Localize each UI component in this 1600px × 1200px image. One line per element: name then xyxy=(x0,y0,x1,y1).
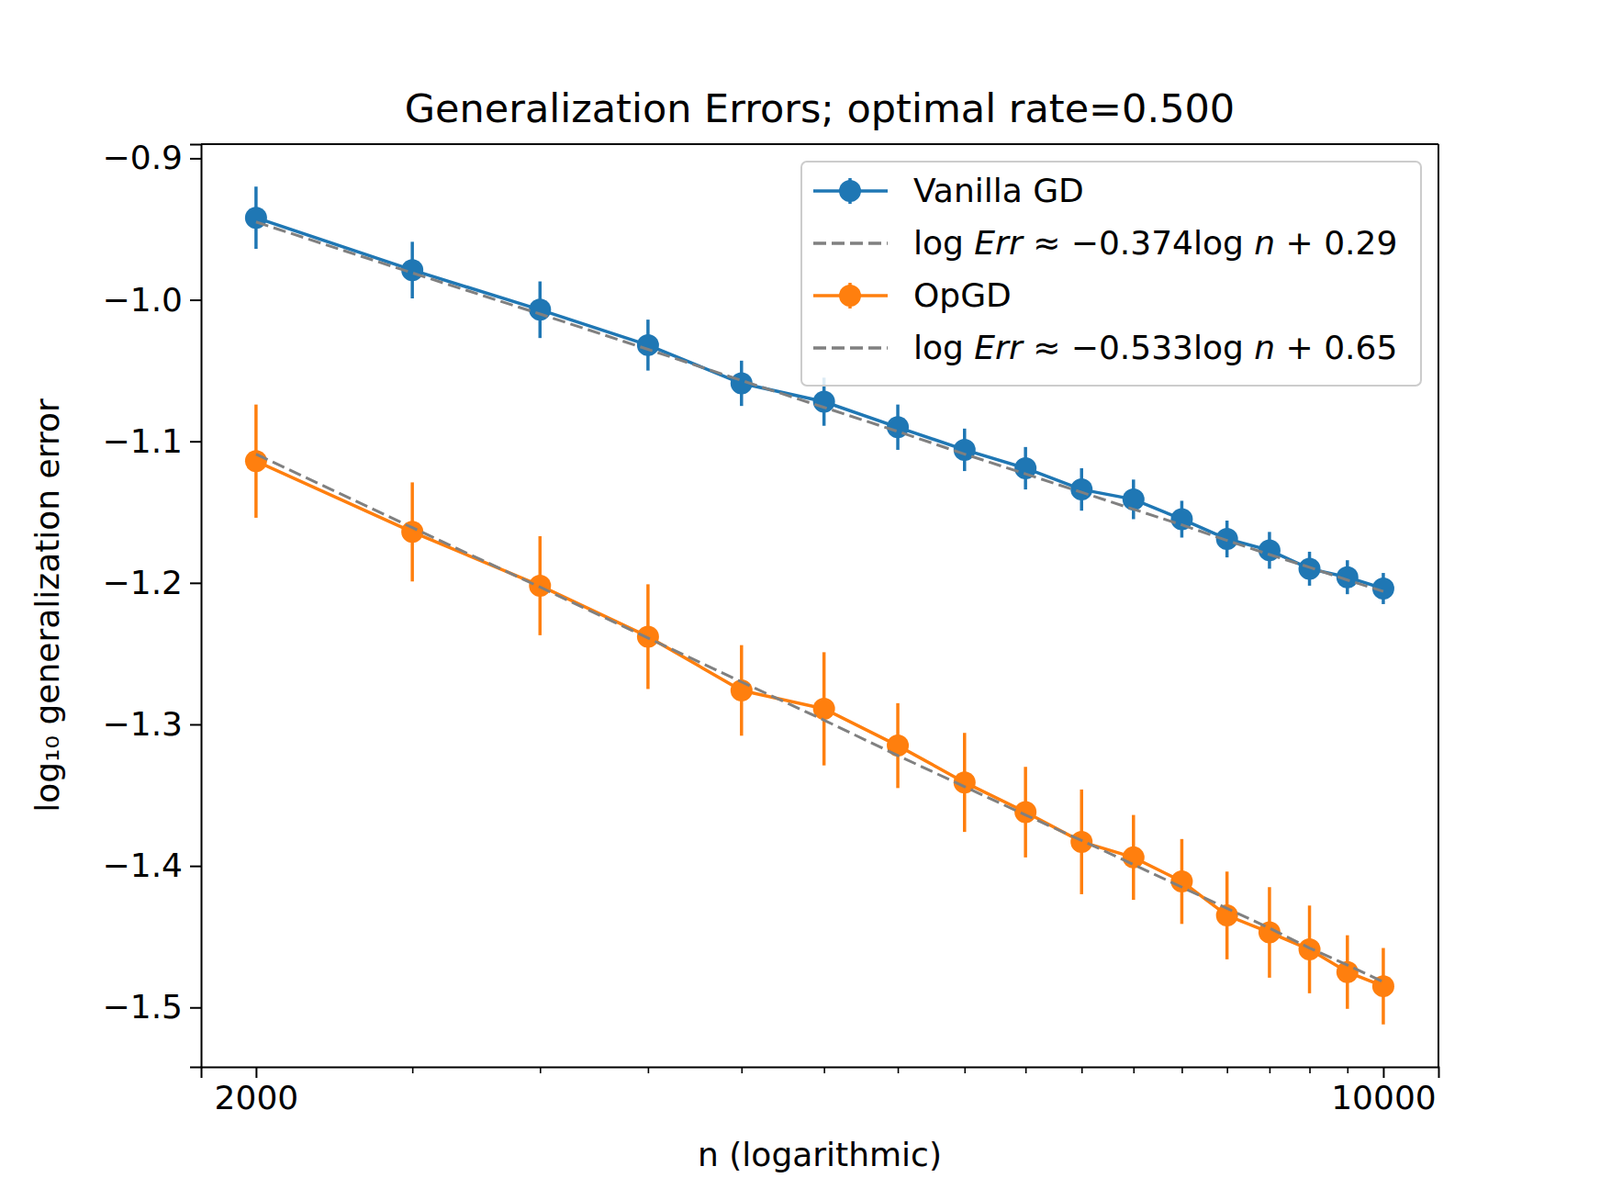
minor-tick-mark xyxy=(412,1066,414,1074)
tick-mark xyxy=(190,581,202,584)
minor-tick-mark xyxy=(1025,1066,1028,1074)
tick xyxy=(741,1066,743,1074)
legend-marker xyxy=(839,179,862,202)
series-line xyxy=(256,454,1384,983)
marker xyxy=(1122,488,1145,511)
tick xyxy=(897,1066,899,1074)
legend-marker xyxy=(839,284,862,307)
legend-label: log Err ≈ −0.374log n + 0.29 xyxy=(913,223,1398,262)
minor-tick-mark xyxy=(648,1066,650,1074)
minor-tick-mark xyxy=(539,1066,542,1074)
tick: −0.9 xyxy=(102,138,202,177)
marker xyxy=(401,520,424,543)
tick xyxy=(1181,1066,1183,1074)
legend-line xyxy=(813,241,888,246)
axis-line xyxy=(201,1067,1440,1079)
series xyxy=(245,404,1395,1025)
tick xyxy=(539,1066,541,1074)
frame-right xyxy=(1437,144,1440,1067)
x-axis-title: n (logarithmic) xyxy=(697,1135,942,1174)
tick xyxy=(1269,1066,1271,1074)
tick-mark xyxy=(1382,1066,1385,1078)
tick xyxy=(824,1066,826,1074)
minor-tick-mark xyxy=(1309,1066,1311,1074)
tick xyxy=(1081,1066,1083,1074)
legend-label: log Err ≈ −0.533log n + 0.65 xyxy=(913,328,1398,367)
tick-label: −1.4 xyxy=(102,846,183,884)
minor-tick-mark xyxy=(1181,1066,1184,1074)
legend-entry: log Err ≈ −0.374log n + 0.29 xyxy=(813,223,1398,262)
tick-label: −1.3 xyxy=(102,704,183,743)
tick: −1.2 xyxy=(102,563,202,602)
y-axis: −0.9 −1.0 −1.1 −1.2 −1.3 −1.4 −1.5 xyxy=(102,138,202,1067)
x-minor-axis xyxy=(413,1066,1349,1074)
tick-mark xyxy=(190,865,202,868)
tick: −1.0 xyxy=(102,280,202,319)
tick: −1.4 xyxy=(102,846,202,884)
tick xyxy=(1309,1066,1311,1074)
legend: Vanilla GD log Err ≈ −0.374log n + 0.29 Op… xyxy=(801,161,1421,386)
tick xyxy=(1025,1066,1027,1074)
y-axis-title: log₁₀ generalization error xyxy=(28,398,67,813)
minor-tick-mark xyxy=(1346,1066,1349,1074)
minor-tick-mark xyxy=(963,1066,966,1074)
tick-mark xyxy=(190,723,202,726)
tick-mark xyxy=(190,440,202,443)
axis-line xyxy=(190,145,202,1068)
tick xyxy=(964,1066,966,1074)
legend-label: OpGD xyxy=(913,276,1012,314)
tick: 10000 xyxy=(1331,1066,1437,1117)
x-axis: 2000 10000 xyxy=(201,1066,1440,1117)
tick-mark xyxy=(190,157,202,160)
series xyxy=(256,454,1384,983)
legend-entry: Vanilla GD xyxy=(813,171,1085,210)
tick: −1.5 xyxy=(102,987,202,1026)
minor-tick-mark xyxy=(1226,1066,1229,1074)
chart: 2000 10000 −0.9 −1.0 −1.1 −1.2 −1.3 −1.4 −1.5 Gen… xyxy=(0,0,1600,1200)
title: Generalization Errors; optimal rate=0.50… xyxy=(404,85,1235,132)
minor-tick-mark xyxy=(823,1066,826,1074)
marker xyxy=(1070,478,1093,501)
marker xyxy=(637,334,660,357)
tick-label: −1.2 xyxy=(102,563,183,602)
minor-tick-mark xyxy=(740,1066,743,1074)
tick xyxy=(648,1066,649,1074)
tick xyxy=(1133,1066,1135,1074)
marker xyxy=(1014,801,1037,824)
minor-tick-mark xyxy=(897,1066,900,1074)
tick xyxy=(1347,1066,1349,1074)
frame-top xyxy=(201,143,1439,146)
marker xyxy=(1170,870,1193,893)
legend-entry: OpGD xyxy=(813,276,1012,314)
tick-mark xyxy=(190,1006,202,1009)
tick: −1.3 xyxy=(102,704,202,743)
minor-tick-mark xyxy=(1132,1066,1135,1074)
legend-box xyxy=(801,161,1421,386)
series-line xyxy=(256,460,1384,986)
tick xyxy=(412,1066,414,1074)
tick-mark xyxy=(190,299,202,302)
tick-mark xyxy=(255,1066,258,1078)
marker xyxy=(813,391,836,414)
marker xyxy=(245,449,268,472)
marker xyxy=(528,298,551,321)
marker xyxy=(1122,846,1145,869)
tick-label: −0.9 xyxy=(102,138,183,177)
tick-label: −1.1 xyxy=(102,422,183,460)
legend-entry: log Err ≈ −0.533log n + 0.65 xyxy=(813,328,1398,367)
tick: −1.1 xyxy=(102,422,202,460)
minor-tick-mark xyxy=(1081,1066,1084,1074)
tick-label: −1.0 xyxy=(102,280,183,319)
tick-label: 2000 xyxy=(214,1078,300,1117)
tick-label: −1.5 xyxy=(102,987,183,1026)
tick: 2000 xyxy=(214,1066,300,1117)
tick-label: 10000 xyxy=(1331,1078,1437,1117)
legend-label: Vanilla GD xyxy=(913,171,1085,210)
plot-background xyxy=(201,144,1439,1067)
tick xyxy=(1227,1066,1229,1074)
legend-line xyxy=(813,346,888,350)
minor-tick-mark xyxy=(1269,1066,1272,1074)
